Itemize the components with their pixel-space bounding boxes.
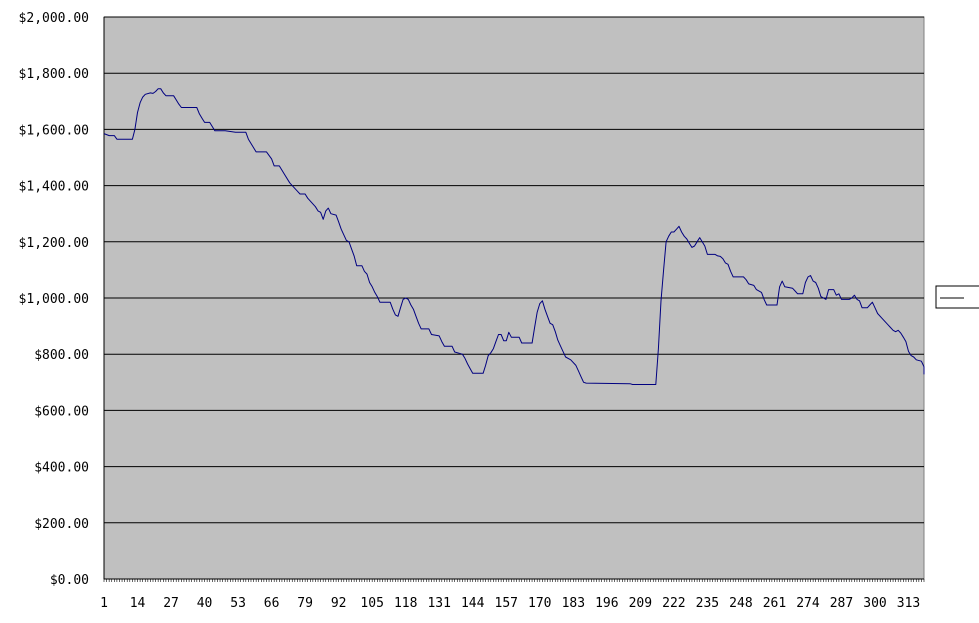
x-tick-label: 261 (763, 596, 786, 611)
x-tick-label: 92 (331, 596, 347, 611)
x-axis-ticks (103, 579, 925, 582)
x-axis-tick-labels: 1 14 27 40 53 66 79 92 105 118 131 144 157 170 183 196 2… (100, 596, 920, 611)
x-tick-label: 300 (863, 596, 886, 611)
x-tick-label: 14 (130, 596, 146, 611)
y-axis-tick-labels: $0.00 $200.00 $400.00 $600.00 $800.00 $1,000.… (19, 11, 89, 588)
x-tick-label: 118 (394, 596, 417, 611)
x-tick-label: 105 (360, 596, 383, 611)
series-group (103, 88, 925, 385)
x-tick-label: 144 (461, 596, 485, 611)
y-tick-label: $1,800.00 (19, 67, 89, 82)
y-tick-label: $600.00 (34, 404, 89, 419)
x-tick-label: 1 (100, 596, 108, 611)
y-tick-label: $1,600.00 (19, 123, 89, 138)
x-tick-label: 313 (897, 596, 920, 611)
x-tick-label: 131 (427, 596, 450, 611)
y-tick-label: $1,400.00 (19, 180, 89, 195)
x-tick-label: 209 (629, 596, 652, 611)
x-tick-label: 170 (528, 596, 551, 611)
y-tick-label: $1,000.00 (19, 292, 89, 307)
x-tick-label: 287 (830, 596, 853, 611)
y-tick-label: $800.00 (34, 348, 89, 363)
x-tick-label: 183 (562, 596, 585, 611)
legend-box (935, 285, 979, 309)
x-tick-label: 222 (662, 596, 685, 611)
x-tick-label: 27 (163, 596, 179, 611)
y-tick-label: $200.00 (34, 517, 89, 532)
y-tick-label: $0.00 (50, 573, 89, 588)
x-tick-label: 196 (595, 596, 618, 611)
legend (935, 285, 979, 309)
x-tick-label: 79 (297, 596, 313, 611)
x-tick-label: 235 (696, 596, 719, 611)
grid-lines (103, 16, 924, 580)
y-tick-label: $1,200.00 (19, 236, 89, 251)
series-line (103, 88, 925, 385)
x-tick-label: 157 (495, 596, 518, 611)
x-tick-label: 40 (197, 596, 213, 611)
x-tick-label: 66 (264, 596, 280, 611)
x-tick-label: 274 (796, 596, 820, 611)
x-tick-label: 53 (230, 596, 246, 611)
x-tick-label: 248 (729, 596, 752, 611)
y-tick-label: $2,000.00 (19, 11, 89, 26)
y-tick-label: $400.00 (34, 461, 89, 476)
